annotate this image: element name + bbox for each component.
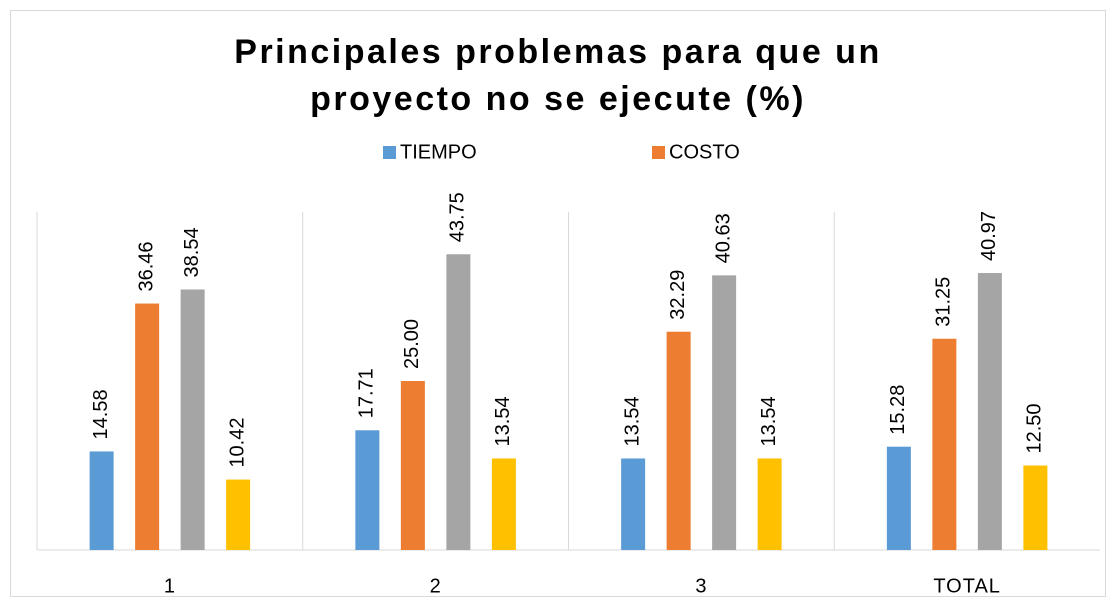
data-label: 36.46 <box>135 241 157 291</box>
bar <box>226 479 251 550</box>
x-tick-label: 3 <box>695 575 707 597</box>
data-label: 25.00 <box>401 319 423 369</box>
bar <box>666 331 691 550</box>
data-label: 15.28 <box>887 385 909 435</box>
bar <box>355 430 380 550</box>
data-label: 40.97 <box>978 211 1000 261</box>
data-label: 32.29 <box>667 270 689 320</box>
bar <box>621 458 646 550</box>
legend-swatch <box>652 146 665 159</box>
bar <box>89 451 114 550</box>
data-label: 13.54 <box>492 396 514 446</box>
bar <box>400 381 425 550</box>
data-label: 13.54 <box>621 396 643 446</box>
data-label: 38.54 <box>181 227 203 277</box>
bar <box>446 254 471 550</box>
bar <box>757 458 782 550</box>
data-label: 13.54 <box>758 396 780 446</box>
data-label: 10.42 <box>226 417 248 467</box>
chart-title: proyecto no se ejecute (%) <box>310 80 806 118</box>
bar <box>1023 465 1048 550</box>
data-label: 40.63 <box>712 213 734 263</box>
data-label: 43.75 <box>447 192 469 242</box>
data-label: 17.71 <box>356 368 378 418</box>
bar <box>135 303 160 550</box>
bar <box>491 458 516 550</box>
bar <box>886 446 911 550</box>
legend-label: COSTO <box>669 141 740 163</box>
bar <box>932 338 957 550</box>
bar <box>977 273 1002 550</box>
chart-title: Principales problemas para que un <box>234 33 881 71</box>
legend-swatch <box>383 146 396 159</box>
bar <box>180 289 205 550</box>
x-tick-label: 1 <box>164 575 176 597</box>
bar <box>712 275 737 550</box>
legend-label: TIEMPO <box>400 141 477 163</box>
x-tick-label: TOTAL <box>933 575 1001 597</box>
data-label: 14.58 <box>90 389 112 439</box>
data-label: 12.50 <box>1024 403 1046 453</box>
data-label: 31.25 <box>933 277 955 327</box>
x-tick-label: 2 <box>430 575 442 597</box>
